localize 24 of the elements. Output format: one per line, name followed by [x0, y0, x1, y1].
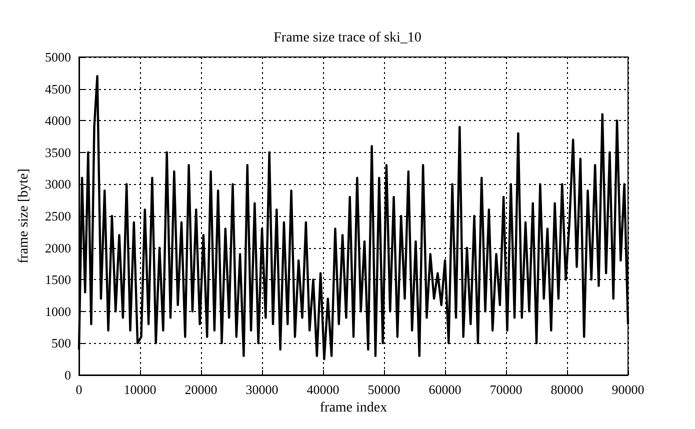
x-tick-label: 20000 [184, 382, 218, 397]
chart-title: Frame size trace of ski_10 [274, 30, 422, 46]
y-tick-label: 3500 [45, 144, 71, 160]
y-tick-label: 500 [52, 336, 71, 351]
y-tick-label: 1000 [45, 304, 71, 319]
x-axis-title: frame index [320, 400, 388, 416]
y-tick-label: 1500 [45, 272, 71, 288]
x-tick-label: 30000 [246, 382, 278, 397]
x-tick-label: 70000 [490, 382, 522, 397]
y-tick-label: 4500 [45, 81, 71, 96]
x-tick-label: 0 [76, 382, 82, 397]
x-tick-label: 10000 [124, 382, 156, 397]
y-tick-label: 4000 [45, 113, 71, 128]
y-axis-title: frame size [byte] [16, 168, 32, 264]
y-tick-label: 2000 [45, 240, 71, 256]
x-tick-label: 80000 [550, 382, 584, 397]
y-tick-label: 5000 [45, 50, 71, 64]
x-tick-label: 50000 [368, 382, 400, 397]
x-tick-label: 90000 [612, 382, 644, 397]
y-tick-label: 2500 [45, 208, 71, 224]
y-tick-label: 3000 [45, 176, 71, 192]
x-tick-label: 40000 [306, 382, 340, 397]
x-tick-label: 60000 [428, 382, 462, 397]
y-tick-label: 0 [64, 368, 71, 382]
